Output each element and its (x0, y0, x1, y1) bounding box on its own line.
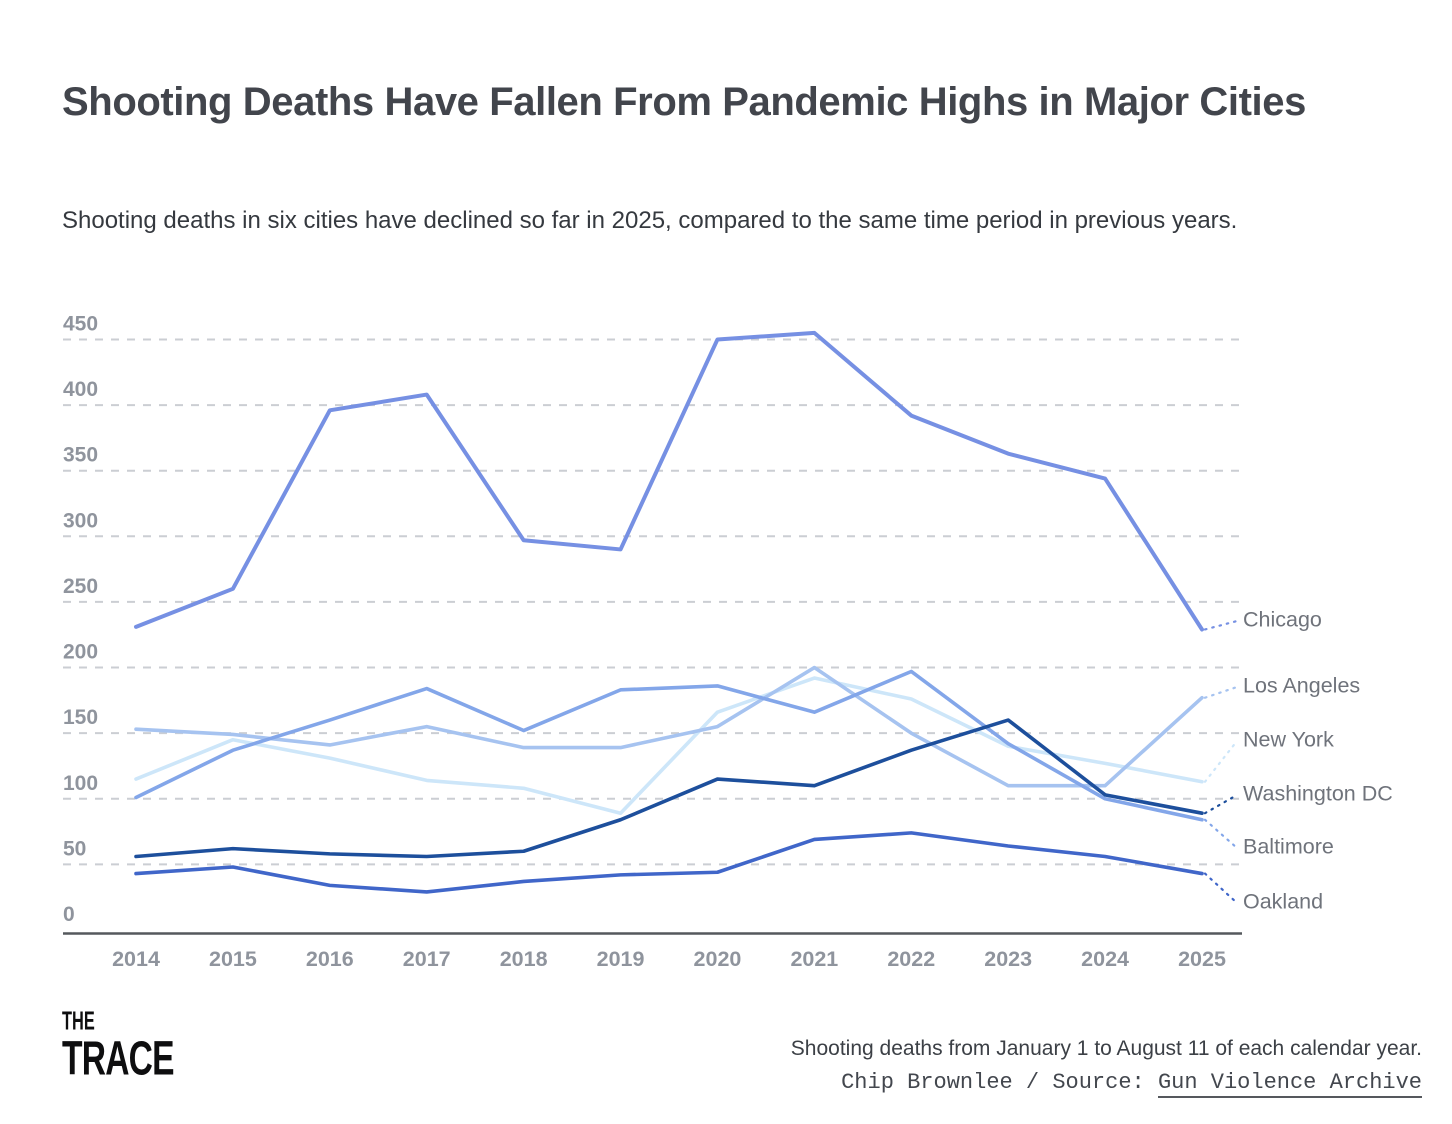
x-tick-label: 2015 (209, 947, 257, 971)
legend-connector (1203, 619, 1239, 631)
series-line-new-york (134, 676, 1204, 816)
x-tick-label: 2022 (887, 947, 935, 971)
x-tick-label: 2019 (597, 947, 645, 971)
byline-text: Chip Brownlee / Source: (841, 1070, 1158, 1095)
legend-label-new-york: New York (1243, 728, 1334, 752)
page-title: Shooting Deaths Have Fallen From Pandemi… (62, 79, 1306, 124)
series-line-washington-dc (134, 718, 1204, 859)
x-tick-label: 2018 (500, 947, 548, 971)
x-tick-label: 2024 (1081, 947, 1129, 971)
x-tick-label: 2016 (306, 947, 354, 971)
the-trace-logo: THE TRACE (62, 1006, 202, 1082)
y-tick-label: 400 (63, 378, 98, 401)
y-tick-label: 100 (63, 772, 98, 795)
series-line-los-angeles (134, 665, 1204, 788)
x-tick-label: 2023 (984, 947, 1032, 971)
series-line-oakland (134, 831, 1204, 894)
chart-byline: Chip Brownlee / Source: Gun Violence Arc… (522, 1070, 1422, 1098)
legend-label-los-angeles: Los Angeles (1243, 674, 1360, 698)
x-tick-label: 2020 (694, 947, 742, 971)
y-tick-label: 300 (63, 509, 98, 532)
legend-label-chicago: Chicago (1243, 608, 1322, 632)
legend-connector (1203, 818, 1239, 850)
y-tick-label: 250 (63, 575, 98, 598)
source-link[interactable]: Gun Violence Archive (1157, 1070, 1422, 1098)
series-line-baltimore (134, 669, 1204, 822)
x-tick-label: 2017 (403, 947, 451, 971)
y-tick-label: 0 (63, 903, 75, 926)
y-tick-label: 50 (63, 837, 86, 860)
y-tick-label: 150 (63, 706, 98, 729)
page-subtitle: Shooting deaths in six cities have decli… (62, 207, 1238, 234)
x-tick-label: 2021 (790, 947, 838, 971)
x-tick-label: 2025 (1178, 947, 1226, 971)
legend-connector (1203, 685, 1239, 699)
legend-label-baltimore: Baltimore (1243, 835, 1334, 859)
y-tick-label: 450 (63, 312, 98, 335)
series-line-chicago (134, 330, 1205, 632)
legend-connector (1203, 872, 1239, 905)
logo-word-the: THE (62, 1006, 95, 1036)
legend-connector (1203, 793, 1239, 815)
x-tick-label: 2014 (112, 947, 160, 971)
logo-word-trace: TRACE (62, 1030, 175, 1085)
legend-label-washington-dc: Washington DC (1243, 782, 1393, 806)
legend-connector (1203, 739, 1239, 783)
chart-footnote: Shooting deaths from January 1 to August… (790, 1037, 1422, 1060)
y-tick-label: 350 (63, 444, 98, 467)
legend-label-oakland: Oakland (1243, 890, 1323, 914)
y-tick-label: 200 (63, 641, 98, 664)
